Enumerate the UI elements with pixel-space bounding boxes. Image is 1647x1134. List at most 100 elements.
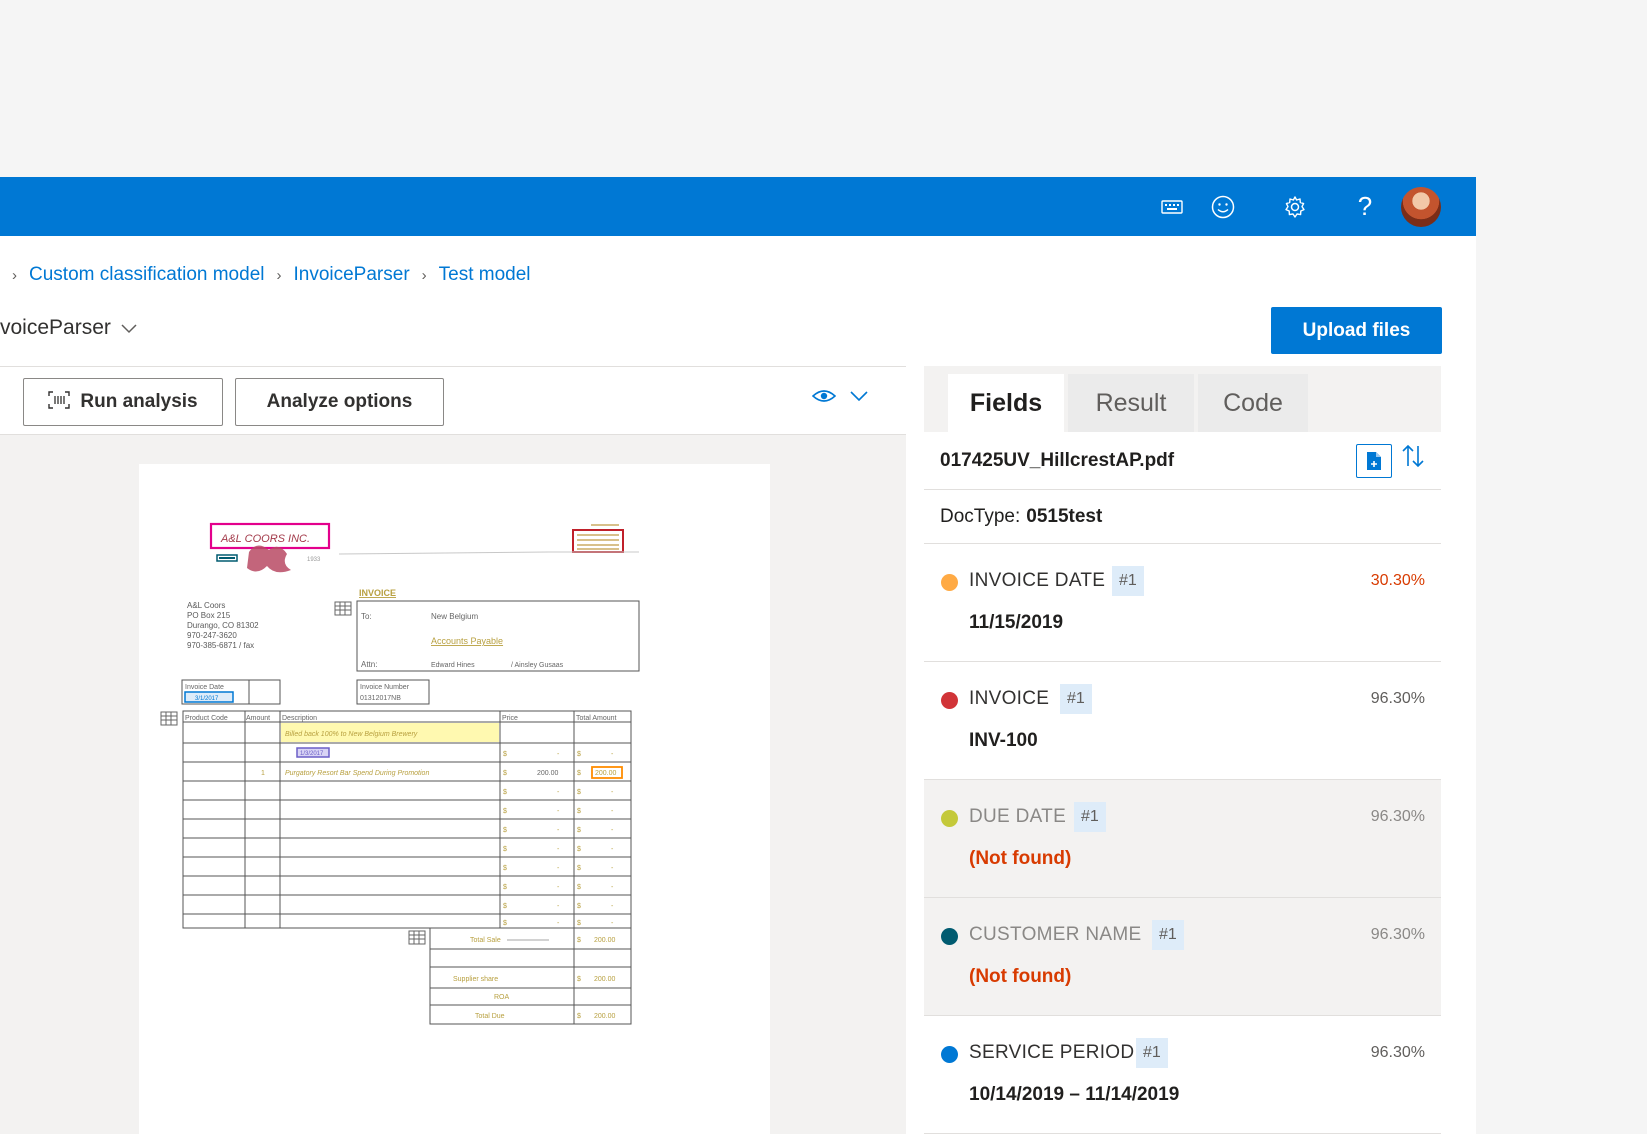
sender-line: A&L Coors <box>187 601 225 610</box>
document-page: A&L COORS INC. 1933 A&L Coors <box>139 464 770 1134</box>
field-color-dot <box>941 810 958 827</box>
scan-icon <box>48 391 71 413</box>
upload-files-button[interactable]: Upload files <box>1271 307 1442 354</box>
table-icon[interactable] <box>160 711 178 726</box>
table-icon[interactable] <box>408 930 426 945</box>
currency-symbol: $ <box>577 920 581 927</box>
logo-emblem <box>247 545 291 573</box>
smiley-icon[interactable] <box>1203 177 1243 236</box>
doctype-row: DocType: 0515test <box>924 490 1441 544</box>
field-index-badge: #1 <box>1074 802 1106 832</box>
empty-value-dash: - <box>611 903 614 910</box>
breadcrumb-item-custom-classification-model[interactable]: Custom classification model <box>29 264 265 285</box>
empty-value-dash: - <box>557 920 560 927</box>
supplier-share-value: 200.00 <box>594 976 616 983</box>
currency-symbol: $ <box>503 808 507 815</box>
field-due-date[interactable]: DUE DATE #1 96.30% (Not found) <box>924 780 1441 898</box>
invoice-date-value: 3/1/2017 <box>195 696 219 702</box>
field-color-dot <box>941 1046 958 1063</box>
currency-symbol: $ <box>503 789 507 796</box>
view-options-toggle[interactable] <box>812 389 868 403</box>
main-content: › Custom classification model › InvoiceP… <box>0 236 1476 1134</box>
analysis-toolbar: Run analysis Analyze options <box>0 367 906 435</box>
field-name: DUE DATE <box>969 806 1067 827</box>
logo-highlight-box[interactable] <box>209 522 331 550</box>
document-add-icon[interactable] <box>1356 444 1392 478</box>
total-due-label: Total Due <box>475 1013 505 1020</box>
logo-year: 1933 <box>307 557 321 563</box>
help-icon[interactable]: ? <box>1357 191 1373 221</box>
keyboard-icon[interactable] <box>1152 177 1192 236</box>
field-color-dot <box>941 928 958 945</box>
empty-value-dash: - <box>611 789 614 796</box>
chevron-right-icon: › <box>276 266 282 284</box>
field-index-badge: #1 <box>1060 684 1092 714</box>
field-color-dot <box>941 574 958 591</box>
invoice-date-highlight[interactable] <box>184 691 234 703</box>
currency-symbol: $ <box>577 937 581 944</box>
date-highlight[interactable] <box>296 747 330 758</box>
table-header: Product Code <box>185 715 228 722</box>
field-value: INV-100 <box>969 730 1038 751</box>
currency-symbol: $ <box>503 827 507 834</box>
file-row: 017425UV_HillcrestAP.pdf <box>924 432 1441 490</box>
field-service-period[interactable]: SERVICE PERIOD #1 96.30% 10/14/2019 – 11… <box>924 1016 1441 1134</box>
user-avatar[interactable] <box>1401 187 1441 227</box>
table-icon[interactable] <box>334 601 352 616</box>
field-confidence: 96.30% <box>1370 926 1425 943</box>
sender-line: Durango, CO 81302 <box>187 621 259 630</box>
tab-fields[interactable]: Fields <box>948 374 1064 432</box>
to-value: New Belgium <box>431 612 478 621</box>
empty-value-dash: - <box>611 827 614 834</box>
currency-symbol: $ <box>577 976 581 983</box>
analyze-options-button[interactable]: Analyze options <box>235 378 444 426</box>
line-item-amount: 1 <box>261 770 265 777</box>
currency-symbol: $ <box>503 884 507 891</box>
total-sale-value: 200.00 <box>594 937 616 944</box>
results-panel: Fields Result Code 017425UV_HillcrestAP.… <box>924 366 1441 1134</box>
results-tabs: Fields Result Code <box>924 366 1441 432</box>
empty-value-dash: - <box>557 884 560 891</box>
field-customer-name[interactable]: CUSTOMER NAME #1 96.30% (Not found) <box>924 898 1441 1016</box>
field-invoice[interactable]: INVOICE #1 96.30% INV-100 <box>924 662 1441 780</box>
run-analysis-label: Run analysis <box>80 391 198 412</box>
currency-symbol: $ <box>577 865 581 872</box>
field-value-not-found: (Not found) <box>969 848 1072 869</box>
table-header: Total Amount <box>576 715 617 722</box>
field-confidence: 96.30% <box>1370 808 1425 825</box>
run-analysis-button[interactable]: Run analysis <box>23 378 223 426</box>
logo-text: A&L COORS INC. <box>220 533 310 545</box>
chevron-right-icon: › <box>12 266 17 284</box>
top-bar: ? <box>0 177 1476 236</box>
file-name: 017425UV_HillcrestAP.pdf <box>940 449 1175 471</box>
empty-value-dash: - <box>557 827 560 834</box>
model-selector[interactable]: voiceParser <box>0 316 137 340</box>
field-name: INVOICE <box>969 688 1050 709</box>
settings-icon[interactable] <box>1275 177 1315 236</box>
empty-value-dash: - <box>611 846 614 853</box>
sort-icon[interactable] <box>1402 444 1424 474</box>
currency-symbol: $ <box>577 884 581 891</box>
tab-result[interactable]: Result <box>1068 374 1194 432</box>
field-invoice-date[interactable]: INVOICE DATE #1 30.30% 11/15/2019 <box>924 544 1441 662</box>
breadcrumb-item-test-model[interactable]: Test model <box>438 264 531 285</box>
roa-label: ROA <box>494 994 510 1001</box>
invoice-heading: INVOICE <box>359 588 396 598</box>
currency-symbol: $ <box>503 865 507 872</box>
doctype-value: 0515test <box>1026 505 1103 527</box>
total-highlight[interactable] <box>591 766 623 779</box>
eye-icon <box>812 390 836 402</box>
empty-value-dash: - <box>557 865 560 872</box>
table-header: Description <box>282 715 317 722</box>
empty-value-dash: - <box>611 751 614 758</box>
tab-code[interactable]: Code <box>1198 374 1308 432</box>
sender-line: PO Box 215 <box>187 611 231 620</box>
field-value-not-found: (Not found) <box>969 966 1072 987</box>
supplier-share-label: Supplier share <box>453 976 498 983</box>
line-item-price: 200.00 <box>537 770 559 777</box>
currency-symbol: $ <box>577 1013 581 1020</box>
line-item-description: Billed back 100% to New Belgium Brewery <box>285 731 418 738</box>
currency-symbol: $ <box>503 751 507 758</box>
empty-value-dash: - <box>557 846 560 853</box>
breadcrumb-item-invoiceparser[interactable]: InvoiceParser <box>293 264 410 285</box>
